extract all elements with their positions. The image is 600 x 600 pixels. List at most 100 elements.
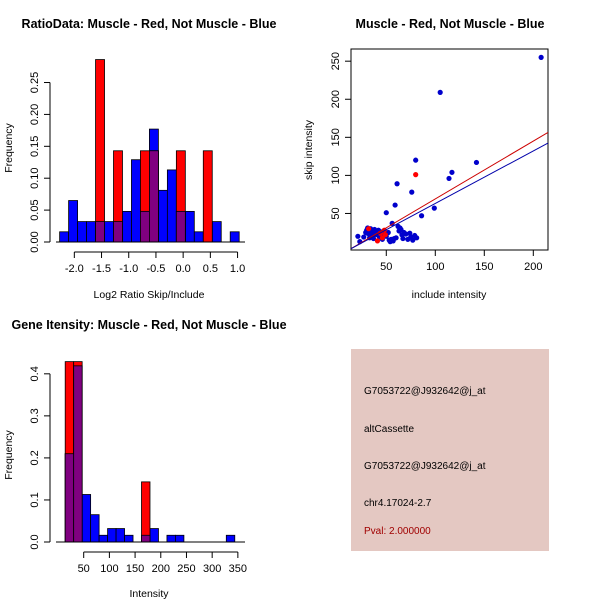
point-not-muscle [437, 89, 443, 95]
bar-overlap [140, 210, 150, 243]
x-tick-label: 350 [229, 563, 247, 575]
y-tick-label: 150 [330, 128, 342, 146]
x-tick-label: 150 [475, 261, 493, 273]
point-not-muscle [394, 181, 400, 187]
x-tick-label: -1.0 [119, 263, 138, 275]
point-muscle [413, 172, 419, 178]
y-tick-label: 100 [330, 166, 342, 184]
bar-not-muscle [149, 528, 159, 543]
intensity-histogram: Gene Itensity: Muscle - Red, Not Muscle … [3, 318, 287, 600]
bar-not-muscle [98, 534, 108, 543]
bar-not-muscle [81, 494, 92, 543]
bar-not-muscle [225, 534, 236, 543]
bar-overlap [95, 221, 105, 243]
p-value: Pval: 2.000000 [364, 526, 431, 537]
probe-id-secondary: G7053722@J932642@j_at [364, 461, 486, 472]
point-not-muscle [400, 235, 406, 242]
point-not-muscle [446, 175, 452, 182]
probe-info-panel: G7053722@J932642@j_at altCassette G70537… [351, 349, 549, 551]
intensity-histogram-title: Gene Itensity: Muscle - Red, Not Muscle … [11, 318, 286, 332]
bar-not-muscle [184, 210, 195, 243]
probe-id: G7053722@J932642@j_at [364, 386, 486, 397]
point-not-muscle [383, 210, 389, 216]
point-not-muscle [365, 230, 371, 236]
y-tick-label: 50 [330, 207, 342, 219]
bar-not-muscle [157, 189, 168, 243]
x-tick-label: 200 [524, 261, 542, 273]
ratio-histogram-ylabel: Frequency [3, 122, 15, 172]
y-tick-label: 0.15 [29, 136, 41, 157]
x-tick-label: 1.0 [230, 263, 245, 275]
y-tick-label: 0.20 [29, 104, 41, 125]
bar-muscle [95, 59, 105, 243]
bar-overlap [175, 210, 186, 243]
scatter-title: Muscle - Red, Not Muscle - Blue [356, 17, 545, 31]
y-tick-label: 0.10 [29, 167, 41, 188]
x-tick-label: -1.5 [92, 263, 111, 275]
bar-muscle [141, 481, 151, 543]
bar-not-muscle [166, 534, 176, 543]
y-tick-label: 250 [330, 52, 342, 70]
x-tick-label: 0.5 [203, 263, 218, 275]
intensity-histogram-xlabel: Intensity [129, 588, 169, 600]
ratio-histogram-title: RatioData: Muscle - Red, Not Muscle - Bl… [22, 17, 277, 31]
point-muscle [382, 232, 388, 238]
bar-not-muscle [124, 534, 134, 543]
x-tick-label: 300 [203, 563, 221, 575]
x-tick-label: -0.5 [146, 263, 165, 275]
x-tick-label: 200 [152, 563, 170, 575]
scatter-xlabel: include intensity [412, 289, 487, 301]
bar-overlap [73, 365, 83, 543]
point-not-muscle [392, 202, 398, 208]
x-tick-label: -2.0 [65, 263, 84, 275]
intensity-scatter: Muscle - Red, Not Muscle - Blue include … [303, 17, 549, 301]
bar-not-muscle [90, 514, 100, 543]
point-not-muscle [409, 189, 415, 195]
x-tick-label: 100 [100, 563, 118, 575]
y-tick-label: 0.2 [29, 450, 41, 465]
point-not-muscle [413, 157, 419, 163]
scatter-ylabel: skip intensity [303, 119, 315, 180]
bar-overlap [149, 150, 159, 243]
bar-not-muscle [166, 169, 177, 243]
y-tick-label: 0.05 [29, 199, 41, 220]
bar-not-muscle [68, 200, 78, 243]
y-tick-label: 0.0 [29, 534, 41, 549]
y-tick-label: 0.4 [29, 366, 41, 381]
regression-line [351, 131, 548, 250]
x-tick-label: 250 [177, 563, 195, 575]
point-not-muscle [538, 54, 544, 60]
point-not-muscle [414, 235, 420, 241]
point-not-muscle [418, 213, 425, 219]
scatter-plot-box [350, 48, 549, 251]
y-tick-label: 0.1 [29, 492, 41, 507]
ratio-histogram: RatioData: Muscle - Red, Not Muscle - Bl… [3, 17, 276, 301]
point-muscle [374, 238, 381, 244]
x-tick-label: 0.0 [175, 263, 190, 275]
bar-overlap [64, 453, 75, 543]
point-not-muscle [393, 235, 399, 241]
bar-not-muscle [211, 221, 222, 243]
x-tick-label: 50 [78, 563, 90, 575]
bar-not-muscle [77, 221, 87, 243]
intensity-histogram-ylabel: Frequency [3, 429, 15, 479]
point-not-muscle [449, 169, 455, 175]
bar-overlap [113, 221, 123, 243]
y-tick-label: 0.00 [29, 231, 41, 252]
bar-not-muscle [107, 528, 117, 543]
bar-not-muscle [115, 528, 125, 543]
ratio-histogram-xlabel: Log2 Ratio Skip/Include [94, 289, 205, 301]
y-tick-label: 0.3 [29, 408, 41, 423]
genomic-location: chr4.17024-2.7 [364, 498, 432, 509]
y-tick-label: 0.25 [29, 72, 41, 93]
bar-not-muscle [59, 231, 70, 243]
bar-not-muscle [131, 159, 141, 243]
point-not-muscle [410, 237, 416, 243]
x-tick-label: 50 [380, 261, 392, 273]
x-tick-label: 100 [426, 261, 444, 273]
y-tick-label: 200 [330, 90, 342, 108]
regression-line [351, 142, 548, 250]
bar-not-muscle [122, 210, 132, 243]
point-not-muscle [355, 233, 361, 239]
